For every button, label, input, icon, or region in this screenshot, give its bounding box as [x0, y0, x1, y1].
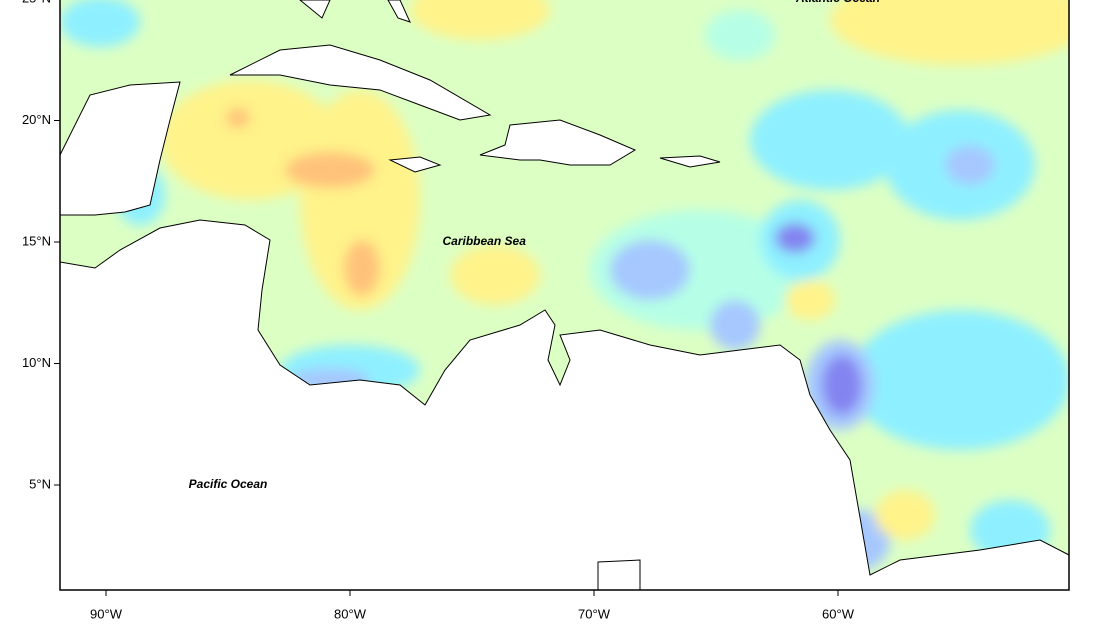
place-label: Pacific Ocean [189, 477, 268, 491]
map-area [60, 0, 1069, 590]
mainland [60, 81, 1069, 590]
x-tick-label: 70°W [578, 606, 611, 621]
island [299, 0, 331, 19]
contour-field [60, 0, 1069, 570]
place-label: Caribbean Sea [443, 234, 527, 248]
y-tick-label: 15°N [22, 233, 51, 248]
island [388, 156, 442, 173]
island [479, 119, 637, 166]
island [229, 44, 492, 121]
x-tick-label: 90°W [90, 606, 123, 621]
y-tick-label: 5°N [29, 476, 51, 491]
y-tick-label: 25°N [22, 0, 51, 5]
island [659, 155, 721, 168]
x-tick-label: 80°W [334, 606, 367, 621]
place-label: Atlantic Ocean [795, 0, 880, 5]
island [597, 559, 641, 590]
x-tick-label: 60°W [822, 606, 855, 621]
island [387, 0, 411, 23]
y-tick-label: 10°N [22, 355, 51, 370]
y-tick-label: 20°N [22, 112, 51, 127]
frame [59, 0, 1070, 591]
